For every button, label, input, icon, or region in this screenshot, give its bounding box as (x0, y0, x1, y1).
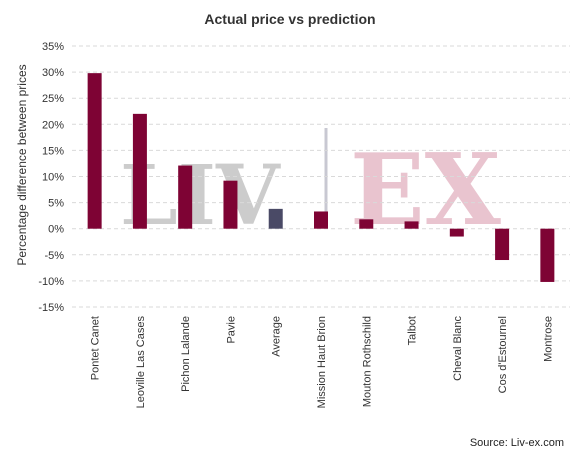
y-tick-label: -15% (38, 302, 64, 314)
y-tick-label: 0% (48, 224, 64, 236)
bar-mouton-rothschild (359, 219, 374, 229)
bar-pavie (223, 180, 238, 229)
y-tick-label: 10% (42, 172, 64, 184)
x-tick-label: Cheval Blanc (452, 316, 464, 381)
x-tick-label: Talbot (407, 316, 419, 345)
bar-average (268, 208, 283, 229)
x-tick-label: Pontet Canet (90, 316, 102, 380)
x-tick-label: Mission Haut Brion (316, 316, 328, 408)
x-tick-label: Mouton Rothschild (361, 316, 373, 407)
bar-pontet-canet (87, 73, 102, 229)
bar-pichon-lalande (178, 165, 193, 229)
x-tick-label: Montrose (542, 316, 554, 362)
bar-leoville-las-cases (132, 113, 147, 229)
x-tick-label: Average (271, 316, 283, 357)
x-tick-label: Pavie (225, 316, 237, 344)
y-tick-label: 35% (42, 41, 64, 53)
gridlines (72, 45, 570, 308)
y-tick-label: 30% (42, 67, 64, 79)
y-tick-label: 25% (42, 93, 64, 105)
bar-mission-haut-brion (314, 211, 328, 229)
y-tick-label: 5% (48, 198, 64, 210)
y-tick-label: -10% (38, 276, 64, 288)
y-axis-label: Percentage difference between prices (15, 64, 29, 265)
x-tick-label: Cos d'Estournel (497, 316, 509, 393)
y-tick-label: -5% (44, 250, 64, 262)
chart-title: Actual price vs prediction (204, 11, 375, 27)
y-tick-label: 20% (42, 119, 64, 131)
x-axis-ticks: Pontet Canet Leoville Las Cases Pichon Lal… (90, 316, 555, 409)
bar-cheval-blanc (449, 228, 464, 237)
liv-ex-watermark: LIV EX (120, 128, 501, 248)
x-tick-label: Pichon Lalande (180, 316, 192, 392)
bar-cos-d-estournel (495, 228, 510, 261)
x-tick-label: Leoville Las Cases (135, 316, 147, 409)
y-axis-ticks: -15% -10% -5% 0% 5% 10% 15% 20% 25% 30% 35% (38, 41, 64, 314)
y-tick-label: 15% (42, 145, 64, 157)
source-note: Source: Liv-ex.com (470, 437, 564, 449)
bars (87, 73, 555, 282)
bar-montrose (540, 228, 555, 282)
bar-talbot (404, 221, 419, 229)
